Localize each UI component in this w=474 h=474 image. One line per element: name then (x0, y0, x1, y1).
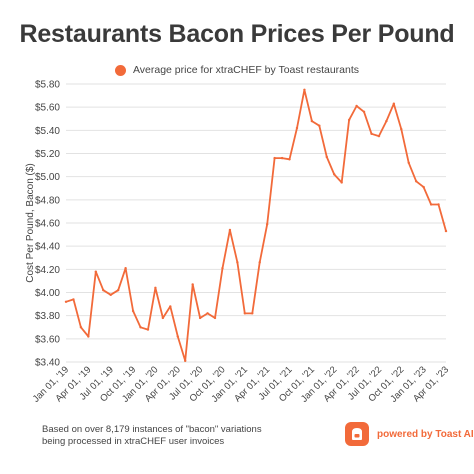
y-tick-label: $4.20 (35, 265, 60, 276)
y-tick-label: $4.60 (35, 219, 60, 230)
data-point (318, 124, 321, 127)
data-point (87, 335, 90, 338)
data-point (362, 110, 366, 114)
data-point (273, 156, 276, 160)
data-point (206, 312, 209, 315)
data-point (102, 288, 105, 292)
data-point (414, 180, 418, 183)
data-point (109, 293, 112, 297)
data-point (392, 102, 396, 105)
y-tick-label: $5.80 (35, 80, 60, 91)
data-point (355, 104, 358, 108)
data-point (213, 316, 217, 320)
data-point (79, 326, 83, 329)
data-point (325, 155, 328, 159)
data-point (295, 126, 299, 130)
data-point (303, 88, 306, 91)
data-point (169, 305, 172, 308)
y-tick-label: $3.60 (35, 334, 60, 345)
data-point (407, 161, 410, 164)
series-line (65, 88, 447, 362)
toast-logo-icon (345, 422, 369, 446)
legend: Average price for xtraCHEF by Toast rest… (0, 64, 474, 76)
data-point (131, 309, 135, 313)
data-point (94, 270, 98, 273)
data-point (265, 222, 269, 226)
data-point (385, 119, 388, 123)
y-tick-label: $5.40 (35, 126, 60, 137)
data-point (221, 266, 224, 270)
y-tick-label: $5.00 (35, 172, 60, 183)
data-point (161, 316, 165, 320)
data-point (333, 173, 336, 176)
data-point (124, 266, 127, 270)
chart-title: Restaurants Bacon Prices Per Pound (19, 20, 455, 48)
data-point (191, 283, 194, 286)
data-point (176, 335, 179, 338)
data-point (184, 359, 187, 363)
data-point (422, 185, 425, 189)
data-point (444, 229, 448, 233)
data-point (429, 203, 433, 206)
data-point (251, 312, 254, 315)
legend-marker (114, 64, 126, 76)
data-point (258, 261, 261, 264)
y-tick-label: $4.40 (35, 242, 60, 253)
y-axis-label: Cost Per Pound, Bacon ($) (25, 163, 36, 283)
data-point (236, 261, 239, 264)
footnote: Based on over 8,179 instances of "bacon"… (42, 424, 262, 447)
data-point (146, 328, 150, 331)
data-point (288, 158, 291, 161)
y-tick-label: $3.80 (35, 311, 60, 322)
data-point (340, 181, 343, 184)
powered-by-label: powered by Toast AI (377, 428, 474, 440)
data-point (280, 156, 284, 160)
data-point (400, 127, 403, 131)
data-point (198, 316, 202, 320)
legend-label: Average price for xtraCHEF by Toast rest… (132, 64, 360, 76)
y-tick-label: $4.00 (35, 288, 60, 299)
data-point (154, 286, 157, 290)
data-point (437, 203, 440, 206)
y-tick-label: $5.60 (35, 103, 60, 114)
data-point (139, 326, 142, 329)
data-point (370, 132, 373, 136)
data-point (116, 288, 120, 292)
data-point (347, 118, 351, 122)
data-point (377, 134, 381, 138)
data-point (64, 300, 68, 303)
data-point (243, 312, 247, 315)
data-point (72, 298, 75, 301)
y-tick-label: $4.80 (35, 195, 60, 206)
y-tick-label: $5.20 (35, 149, 60, 160)
data-point (310, 119, 314, 123)
y-tick-label: $3.40 (35, 358, 60, 369)
data-point (228, 228, 232, 232)
powered-by-badge[interactable]: powered by Toast AI (345, 422, 474, 446)
